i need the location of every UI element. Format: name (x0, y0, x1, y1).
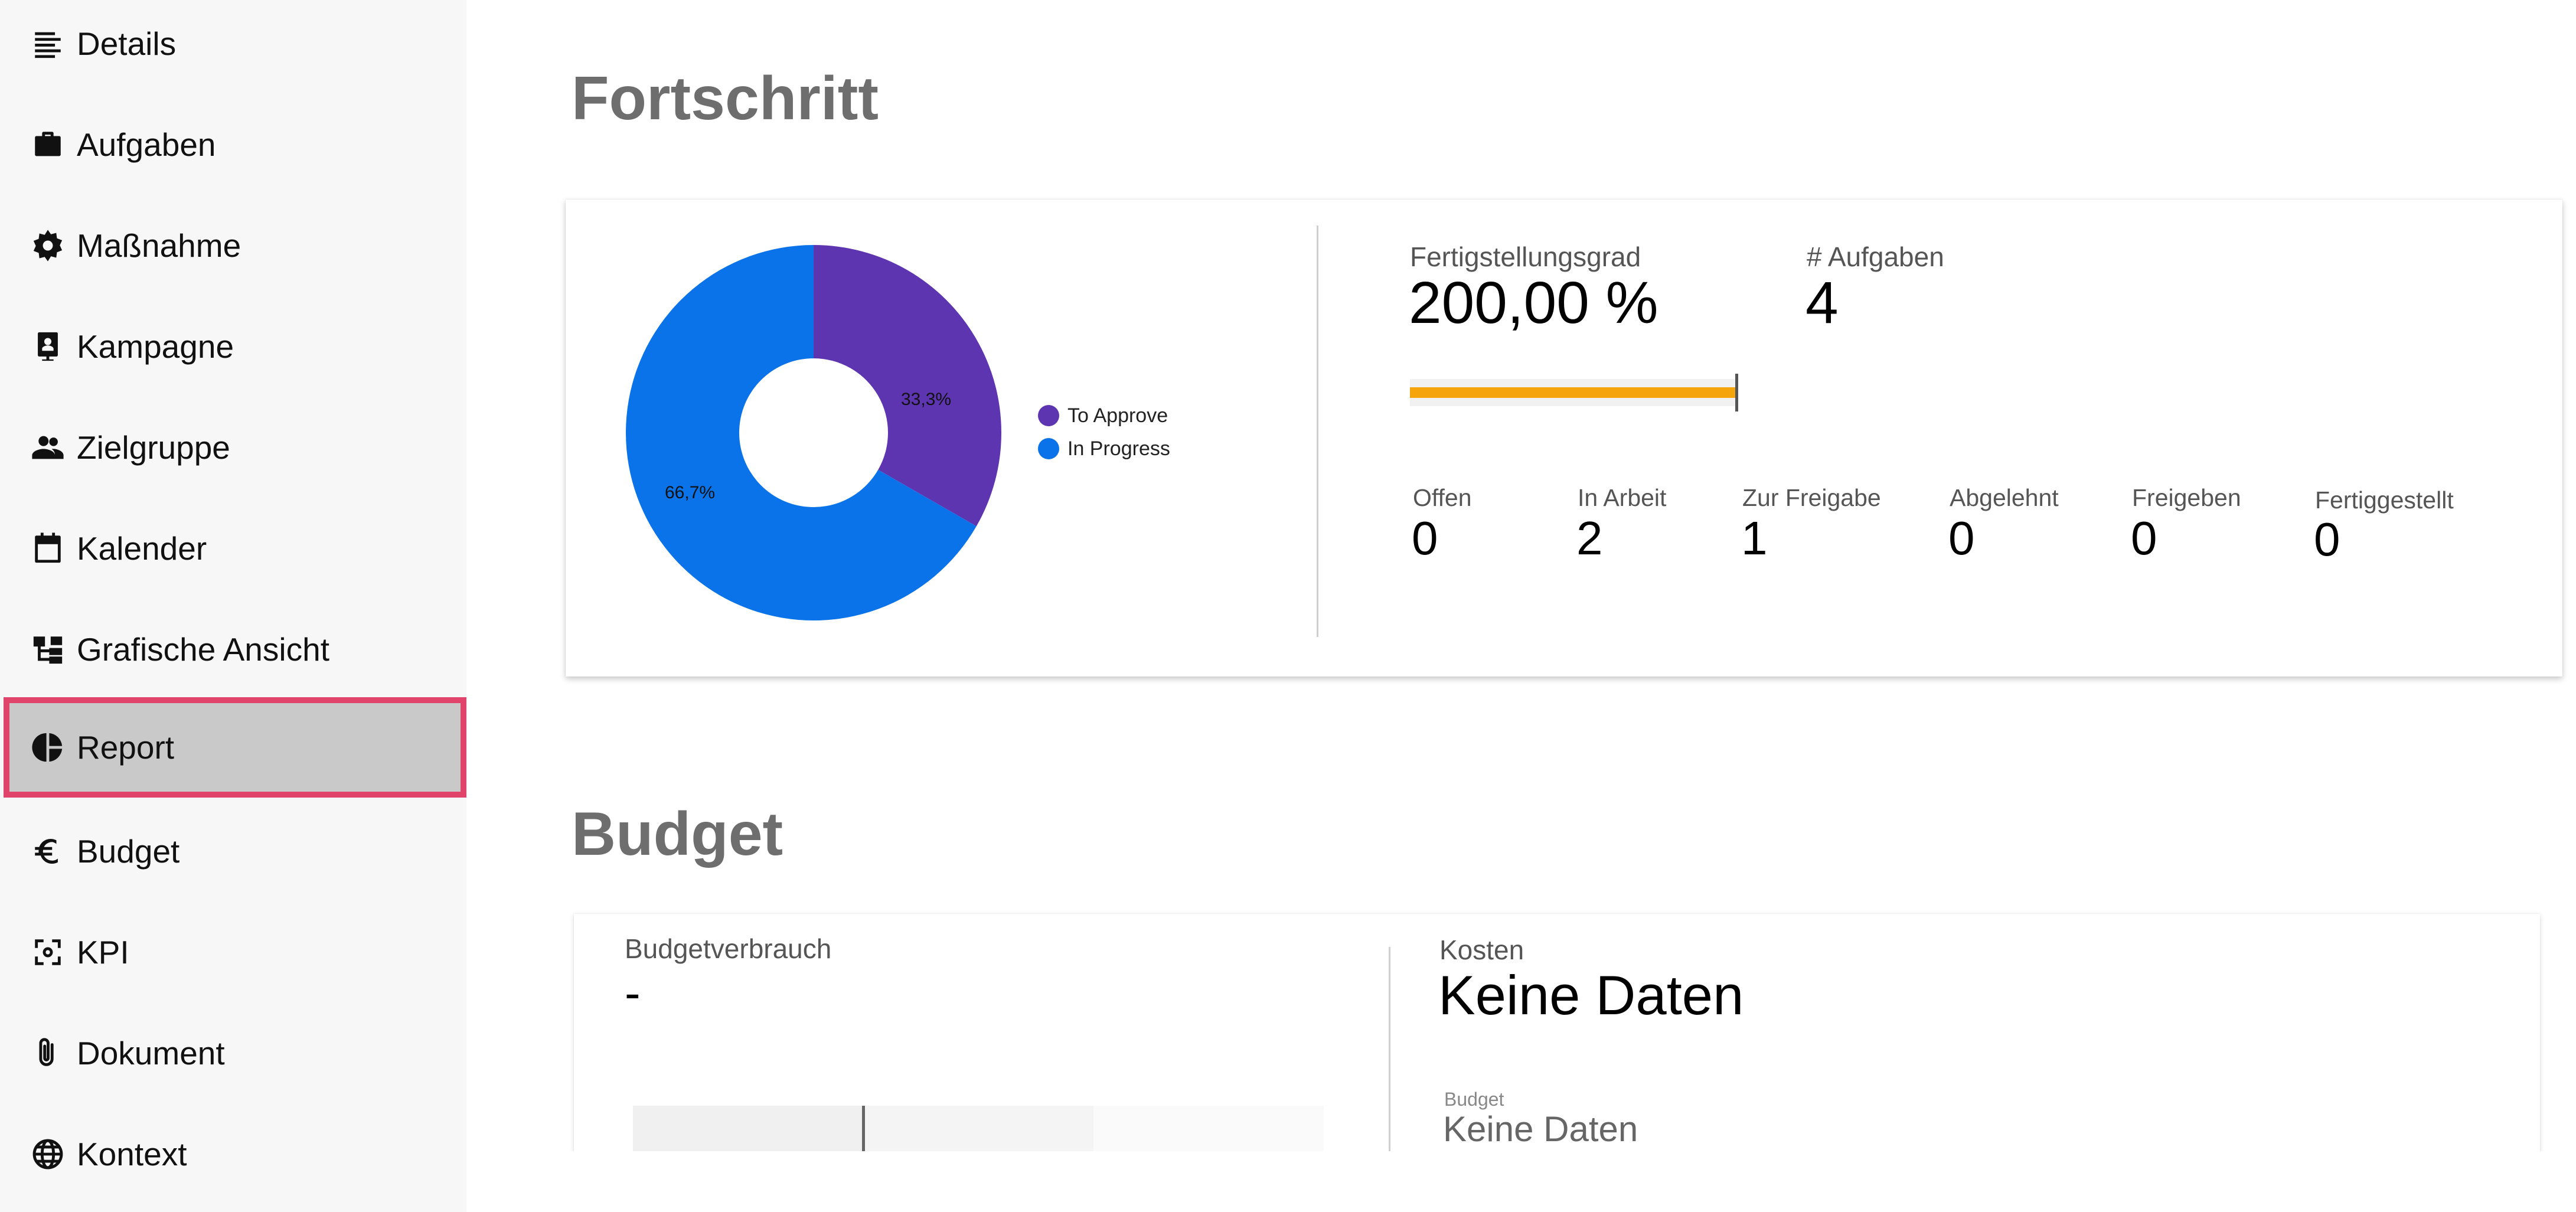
sidebar-item-kpi[interactable]: KPI (4, 902, 466, 1002)
sidebar-item-label: Maßnahme (77, 227, 241, 264)
status-abgelehnt-label: Abgelehnt (1950, 484, 2059, 511)
status-offen-label: Offen (1413, 484, 1472, 511)
progress-divider (1317, 226, 1318, 637)
status-fertiggestellt-value: 0 (2314, 513, 2340, 566)
status-zur-freigabe-label: Zur Freigabe (1742, 484, 1881, 511)
globe-icon (31, 1137, 65, 1171)
progress-section-title: Fortschritt (572, 64, 879, 133)
sidebar-item-label: Aufgaben (77, 126, 216, 163)
sidebar-item-report[interactable]: Report (4, 697, 466, 798)
status-donut-chart: 33,3% 66,7% (622, 241, 1005, 625)
legend-label: In Progress (1067, 437, 1170, 460)
budget-bar-marker (862, 1106, 865, 1153)
progress-card: 33,3% 66,7% To Approve In Progress Ferti… (566, 200, 2562, 677)
budget-bar-segment (863, 1106, 1093, 1153)
budget-divider (1389, 947, 1390, 1212)
status-freigeben-value: 0 (2131, 512, 2157, 564)
slice-label-to-approve: 33,3% (901, 390, 952, 409)
sidebar-item-label: Details (77, 25, 177, 62)
sidebar-item-aufgaben[interactable]: Aufgaben (4, 94, 466, 195)
cost-value: Keine Daten (1438, 964, 1744, 1026)
center-focus-icon (31, 935, 65, 969)
completion-label: Fertigstellungsgrad (1410, 241, 1641, 272)
sidebar-item-grafische-ansicht[interactable]: Grafische Ansicht (4, 599, 466, 700)
completion-progress-bar (1410, 374, 1738, 411)
legend-label: To Approve (1067, 404, 1168, 427)
sidebar-item-budget[interactable]: Budget (4, 801, 466, 901)
sidebar-item-kalender[interactable]: Kalender (4, 498, 466, 599)
sidebar-item-label: Kalender (77, 530, 207, 567)
legend-item-in-progress[interactable]: In Progress (1038, 432, 1170, 465)
donut-slice-to-approve[interactable] (814, 245, 1001, 527)
gear-icon (31, 228, 65, 263)
sidebar-item-massnahme[interactable]: Maßnahme (4, 195, 466, 296)
briefcase-icon (31, 128, 65, 162)
sidebar-item-label: Kampagne (77, 328, 234, 365)
sidebar-item-label: Report (77, 729, 175, 766)
completion-bar-fill (1410, 387, 1738, 398)
status-offen-value: 0 (1412, 512, 1438, 564)
legend-swatch (1038, 405, 1059, 426)
tasks-label: # Aufgaben (1807, 241, 1944, 272)
budget-bar-segment (1093, 1106, 1324, 1153)
sidebar-item-label: Budget (77, 833, 180, 870)
status-in-arbeit-value: 2 (1576, 512, 1603, 564)
status-freigeben-label: Freigeben (2132, 484, 2241, 511)
status-fertiggestellt-label: Fertiggestellt (2315, 486, 2454, 514)
budget-bar-segment (633, 1106, 863, 1153)
legend-swatch (1038, 438, 1059, 459)
budget-usage-bar (633, 1106, 1324, 1153)
budget-usage-label: Budgetverbrauch (625, 933, 832, 964)
sidebar-item-label: Grafische Ansicht (77, 631, 329, 668)
completion-value: 200,00 % (1409, 270, 1658, 336)
hierarchy-icon (31, 632, 65, 667)
completion-bar-marker (1735, 374, 1738, 411)
campaign-badge-icon (31, 329, 65, 364)
calendar-icon (31, 531, 65, 566)
donut-slice-in-progress[interactable] (625, 245, 977, 620)
budget-section-title: Budget (572, 800, 783, 868)
budget-usage-value: - (625, 966, 641, 1019)
details-lines-icon (31, 27, 65, 61)
cost-label: Kosten (1439, 935, 1524, 965)
viewport-bottom-edge (566, 1151, 2576, 1212)
sidebar-item-label: Kontext (77, 1136, 187, 1172)
sidebar-item-label: Zielgruppe (77, 429, 230, 466)
budget-amount-label: Budget (1444, 1089, 1504, 1110)
sidebar-item-kontext[interactable]: Kontext (4, 1104, 466, 1204)
donut-chart-svg (625, 245, 1001, 620)
budget-amount-value: Keine Daten (1443, 1109, 1638, 1149)
sidebar-item-label: Dokument (77, 1035, 225, 1071)
euro-icon (31, 834, 65, 868)
sidebar-item-dokument[interactable]: Dokument (4, 1003, 466, 1103)
status-zur-freigabe-value: 1 (1741, 512, 1768, 564)
chart-legend: To Approve In Progress (1038, 399, 1170, 465)
sidebar: Details Aufgaben Maßnahme Kampagne Zielg… (0, 0, 466, 1212)
status-abgelehnt-value: 0 (1948, 512, 1975, 564)
paperclip-icon (31, 1036, 65, 1070)
sidebar-item-label: KPI (77, 934, 129, 971)
slice-label-in-progress: 66,7% (665, 483, 716, 502)
tasks-value: 4 (1806, 270, 1839, 336)
sidebar-item-kampagne[interactable]: Kampagne (4, 296, 466, 397)
pie-chart-icon (31, 730, 65, 765)
status-in-arbeit-label: In Arbeit (1578, 484, 1667, 511)
people-icon (31, 430, 65, 465)
sidebar-item-zielgruppe[interactable]: Zielgruppe (4, 397, 466, 498)
legend-item-to-approve[interactable]: To Approve (1038, 399, 1170, 432)
sidebar-item-details[interactable]: Details (4, 0, 466, 94)
